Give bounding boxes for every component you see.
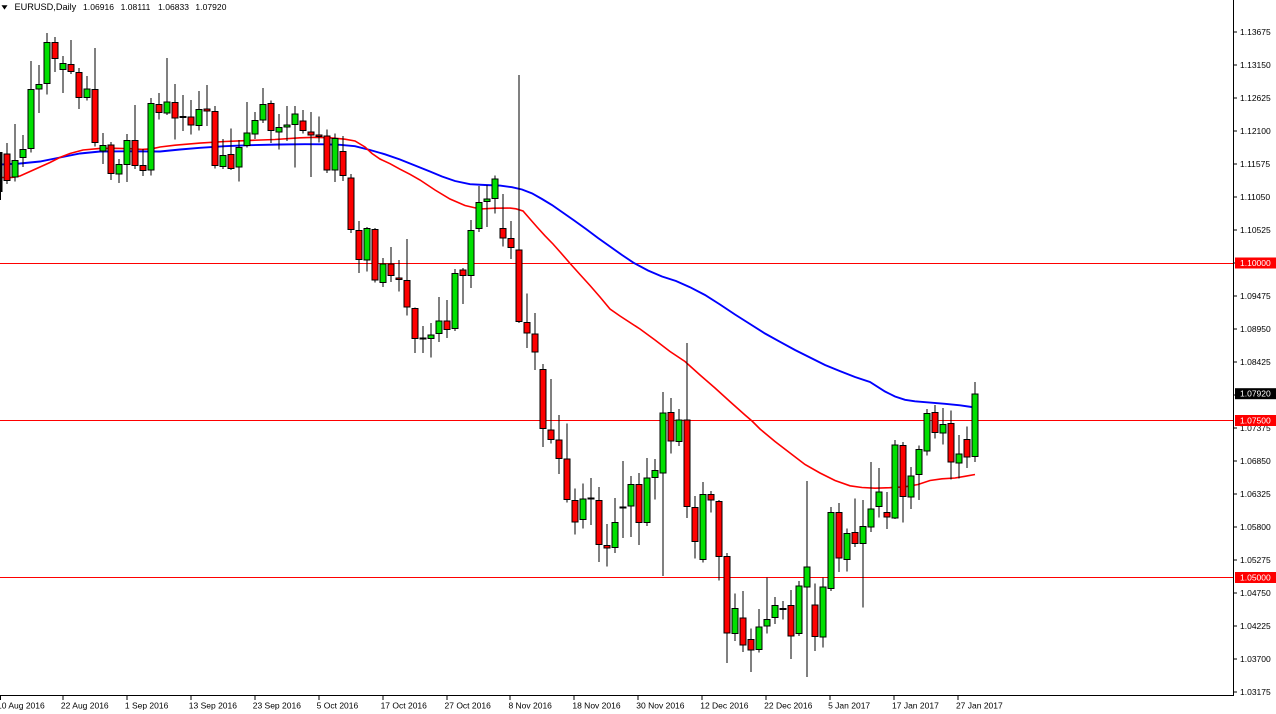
svg-text:27 Jan 2017: 27 Jan 2017 [956, 701, 1003, 711]
svg-text:1.03700: 1.03700 [1240, 654, 1271, 664]
svg-text:23 Sep 2016: 23 Sep 2016 [253, 701, 301, 711]
svg-text:1.06916: 1.06916 [83, 2, 114, 12]
svg-text:10 Aug 2016: 10 Aug 2016 [0, 701, 45, 711]
svg-text:1.06833: 1.06833 [158, 2, 189, 12]
svg-text:12 Dec 2016: 12 Dec 2016 [700, 701, 748, 711]
svg-text:1.12625: 1.12625 [1240, 93, 1271, 103]
svg-text:22 Dec 2016: 22 Dec 2016 [764, 701, 812, 711]
svg-text:30 Nov 2016: 30 Nov 2016 [636, 701, 684, 711]
svg-text:1.08111: 1.08111 [121, 2, 151, 12]
svg-text:1.10525: 1.10525 [1240, 225, 1271, 235]
svg-text:1.08425: 1.08425 [1240, 357, 1271, 367]
svg-text:1.05275: 1.05275 [1240, 555, 1271, 565]
svg-text:1.07375: 1.07375 [1240, 423, 1271, 433]
svg-text:1.05000: 1.05000 [1240, 573, 1271, 583]
svg-text:1.13675: 1.13675 [1240, 27, 1271, 37]
svg-text:1.05800: 1.05800 [1240, 522, 1271, 532]
svg-text:27 Oct 2016: 27 Oct 2016 [445, 701, 492, 711]
svg-text:1.06850: 1.06850 [1240, 456, 1271, 466]
svg-text:1.09475: 1.09475 [1240, 291, 1271, 301]
svg-text:22 Aug 2016: 22 Aug 2016 [61, 701, 109, 711]
svg-text:1.04225: 1.04225 [1240, 621, 1271, 631]
svg-text:1.04750: 1.04750 [1240, 588, 1271, 598]
svg-text:1.03175: 1.03175 [1240, 687, 1271, 697]
svg-text:1.08950: 1.08950 [1240, 324, 1271, 334]
svg-text:1.11575: 1.11575 [1240, 159, 1270, 169]
svg-text:1 Sep 2016: 1 Sep 2016 [125, 701, 169, 711]
svg-text:1.07920: 1.07920 [195, 2, 226, 12]
svg-text:1.12100: 1.12100 [1240, 126, 1271, 136]
svg-text:5 Oct 2016: 5 Oct 2016 [317, 701, 359, 711]
svg-text:1.11050: 1.11050 [1240, 192, 1270, 202]
svg-text:13 Sep 2016: 13 Sep 2016 [189, 701, 237, 711]
svg-text:18 Nov 2016: 18 Nov 2016 [572, 701, 620, 711]
svg-text:5 Jan 2017: 5 Jan 2017 [828, 701, 870, 711]
svg-text:17 Jan 2017: 17 Jan 2017 [892, 701, 939, 711]
svg-text:8 Nov 2016: 8 Nov 2016 [508, 701, 552, 711]
svg-text:1.13150: 1.13150 [1240, 60, 1271, 70]
svg-text:1.07920: 1.07920 [1240, 389, 1271, 399]
svg-text:1.06325: 1.06325 [1240, 489, 1271, 499]
svg-text:1.10000: 1.10000 [1240, 258, 1271, 268]
svg-text:17 Oct 2016: 17 Oct 2016 [381, 701, 428, 711]
svg-text:1.07500: 1.07500 [1240, 416, 1271, 426]
svg-text:EURUSD,Daily: EURUSD,Daily [15, 2, 77, 12]
